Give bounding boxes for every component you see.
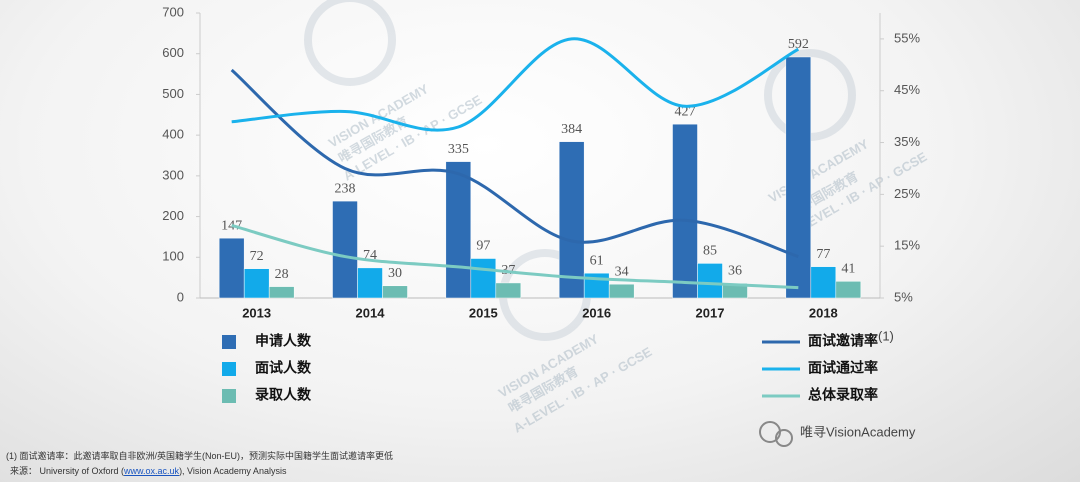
- value-label: 85: [703, 244, 717, 259]
- bar: [218, 237, 245, 299]
- bar: [357, 267, 383, 299]
- line: [230, 68, 799, 258]
- legend-swatch: [222, 362, 236, 376]
- legend-label: 录取人数: [255, 387, 312, 403]
- legend-label: 面试邀请率: [808, 333, 878, 349]
- bar: [470, 258, 497, 299]
- value-label: 384: [561, 122, 582, 137]
- y-tick-label: 200: [162, 208, 184, 223]
- value-label: 77: [816, 247, 830, 262]
- bar: [608, 283, 635, 299]
- legend-label: 面试人数: [255, 360, 312, 376]
- y2-tick-label: 15%: [894, 238, 920, 253]
- legend-swatch: [222, 389, 236, 403]
- source: 来源： University of Oxford (www.ox.ac.uk),…: [10, 464, 286, 477]
- value-label: 36: [728, 264, 742, 279]
- value-label: 28: [275, 267, 289, 282]
- bar: [268, 286, 295, 299]
- value-label: 30: [388, 266, 402, 281]
- y-tick-label: 400: [162, 127, 184, 142]
- value-label: 61: [590, 253, 604, 268]
- x-tick-label: 2016: [582, 305, 611, 320]
- y2-tick-label: 45%: [894, 82, 920, 97]
- x-tick-label: 2017: [696, 305, 725, 320]
- y2-tick-label: 35%: [894, 134, 920, 149]
- x-tick-label: 2013: [242, 305, 271, 320]
- legend-swatch: [222, 335, 236, 349]
- bar: [835, 281, 862, 299]
- y-tick-label: 700: [162, 4, 184, 19]
- value-label: 34: [615, 264, 629, 279]
- bar: [332, 200, 358, 299]
- legend-label: 面试通过率: [808, 360, 878, 376]
- y-tick-label: 300: [162, 167, 184, 182]
- legend-note: (1): [878, 328, 894, 343]
- value-label: 592: [788, 37, 809, 52]
- bar: [445, 161, 472, 299]
- y-tick-label: 500: [162, 86, 184, 101]
- source-prefix: 来源： University of Oxford (: [10, 466, 125, 476]
- x-tick-label: 2014: [356, 305, 386, 320]
- source-link: www.ox.ac.uk: [124, 466, 180, 476]
- y2-tick-label: 5%: [894, 289, 913, 304]
- y2-tick-label: 55%: [894, 30, 920, 45]
- y-tick-label: 100: [162, 249, 184, 264]
- source-suffix: ), Vision Academy Analysis: [179, 466, 287, 476]
- legend-label: 总体录取率: [808, 387, 878, 403]
- bar: [785, 56, 812, 299]
- bar: [697, 263, 723, 299]
- line: [231, 224, 799, 290]
- x-tick-label: 2018: [809, 305, 838, 320]
- y2-tick-label: 25%: [894, 186, 920, 201]
- value-label: 238: [335, 181, 356, 196]
- bar: [495, 282, 522, 299]
- line: [231, 37, 800, 132]
- bar: [382, 285, 408, 299]
- bar: [243, 268, 270, 299]
- bar: [558, 141, 585, 299]
- x-tick-label: 2015: [469, 305, 498, 320]
- bar: [672, 123, 698, 299]
- brand: 唯寻VisionAcademy: [759, 421, 916, 447]
- value-label: 72: [250, 249, 264, 264]
- y-tick-label: 0: [177, 289, 184, 304]
- brand-text: 唯寻VisionAcademy: [800, 424, 916, 439]
- value-label: 41: [841, 262, 855, 277]
- bar: [810, 266, 837, 299]
- value-label: 427: [675, 104, 696, 119]
- footnote: (1) 面试邀请率：此邀请率取自非欧洲/英国籍学生(Non-EU)，预测实际中国…: [6, 451, 394, 461]
- value-label: 97: [476, 239, 490, 254]
- legend-label: 申请人数: [255, 333, 312, 349]
- value-label: 335: [448, 142, 469, 157]
- y-tick-label: 600: [162, 45, 184, 60]
